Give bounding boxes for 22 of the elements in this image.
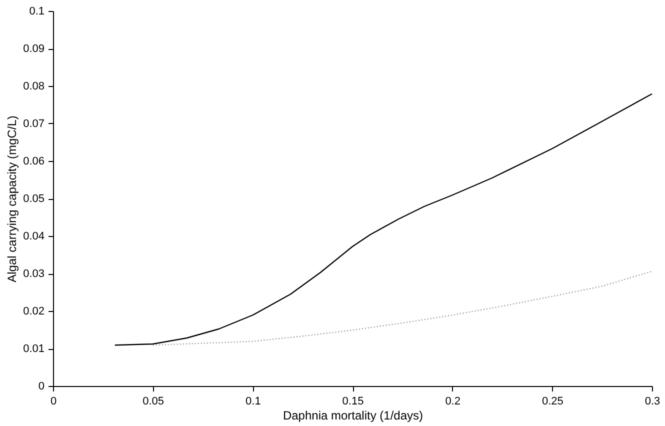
line-series <box>152 270 653 346</box>
y-tick-label: 0.05 <box>23 193 44 205</box>
x-tick-label: 0.15 <box>342 396 364 408</box>
y-tick-label: 0.06 <box>23 156 44 168</box>
y-tick-label: 0.09 <box>23 43 44 55</box>
x-tick-label: 0.3 <box>644 396 660 408</box>
x-tick-label: 0.25 <box>542 396 564 408</box>
line-series <box>114 93 653 346</box>
x-tick-label: 0 <box>50 396 57 408</box>
y-tick-label: 0.04 <box>23 230 44 242</box>
y-axis-title: Algal carrying capacity (mgC/L) <box>5 116 20 282</box>
y-tick-label: 0 <box>38 380 44 392</box>
y-tick-label: 0.07 <box>23 118 44 130</box>
y-tick-label: 0.1 <box>29 6 44 18</box>
y-tick-label: 0.08 <box>23 80 44 92</box>
y-tick-label: 0.02 <box>23 306 44 318</box>
y-tick-label: 0.03 <box>23 268 44 280</box>
x-tick-label: 0.2 <box>445 396 460 408</box>
x-tick-label: 0.1 <box>246 396 261 408</box>
y-tick-label: 0.01 <box>23 343 44 355</box>
x-tick-label: 0.05 <box>142 396 164 408</box>
x-axis-title: Daphnia mortality (1/days) <box>282 408 424 422</box>
